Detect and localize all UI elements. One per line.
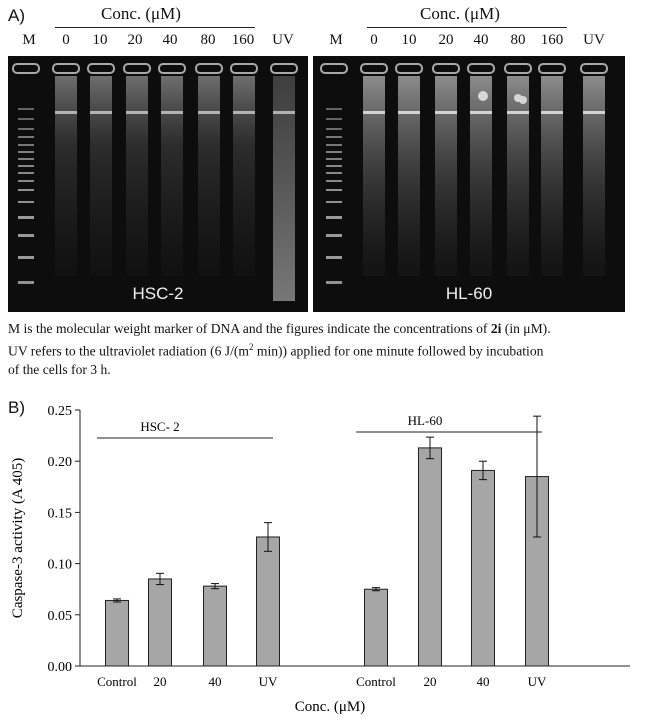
panel-a-label: A) <box>8 6 25 25</box>
caspase-bar-chart: 0.00 0.05 0.10 0.15 0.20 0.25 HSC- 2 HL-60 Con… <box>10 404 630 715</box>
caption-line-2: UV refers to the ultraviolet radiation (… <box>8 338 640 361</box>
x-tick-label: 20 <box>424 674 437 689</box>
x-tick-label: Control <box>356 674 396 689</box>
left-uv-label: UV <box>272 32 294 48</box>
x-tick-label: UV <box>528 674 547 689</box>
caption-line-3: of the cells for 3 h. <box>8 361 111 377</box>
bar <box>364 588 388 667</box>
group-label: HL-60 <box>408 413 443 428</box>
figure-caption: M is the molecular weight marker of DNA … <box>8 320 640 379</box>
caption-line-1: M is the molecular weight marker of DNA … <box>8 320 640 338</box>
gel-cell-line-hsc2: HSC-2 <box>132 284 184 303</box>
right-marker-label: M <box>329 32 343 48</box>
bar <box>471 469 495 667</box>
right-lane-label: 40 <box>473 32 489 48</box>
gel-bands-hl60 <box>320 63 608 284</box>
right-conc-header: Conc. (μM) <box>420 4 500 23</box>
right-lane-label: 160 <box>540 32 564 48</box>
left-lane-label: 80 <box>200 32 216 48</box>
bar <box>203 585 227 667</box>
x-tick-labels: Control 20 40 UV Control 20 40 UV <box>97 674 547 689</box>
right-lane-label: 10 <box>401 32 417 48</box>
left-conc-header: Conc. (μM) <box>101 4 181 23</box>
caption-text: min)) applied for one minute followed by… <box>253 343 544 359</box>
x-tick-label: Control <box>97 674 137 689</box>
x-axis-label: Conc. (μM) <box>295 699 366 715</box>
gel-cell-line-hl60: HL-60 <box>445 284 493 303</box>
left-lane-labels: M 0 10 20 40 80 160 UV <box>0 32 320 52</box>
y-tick-label: 0.20 <box>48 455 73 470</box>
panel-b-label: B) <box>8 398 25 417</box>
compound-name: 2i <box>490 321 502 336</box>
left-lane-label: 40 <box>162 32 178 48</box>
left-lane-label: 160 <box>231 32 255 48</box>
y-tick-label: 0.25 <box>48 404 73 419</box>
bar <box>418 447 442 667</box>
caption-text: UV refers to the ultraviolet radiation (… <box>8 343 249 359</box>
left-lane-label: 0 <box>62 32 70 48</box>
y-tick-label: 0.05 <box>48 609 73 624</box>
y-tick-label: 0.15 <box>48 506 73 521</box>
gel-image-hsc2: HSC-2 <box>8 56 308 312</box>
right-lane-label: 80 <box>510 32 526 48</box>
right-uv-label: UV <box>583 32 605 48</box>
left-conc-rule <box>55 27 255 28</box>
gel-image-hl60: HL-60 <box>313 56 625 312</box>
x-tick-label: 40 <box>209 674 222 689</box>
bars <box>105 415 549 667</box>
y-tick-label: 0.00 <box>48 660 73 675</box>
gel-bands-hsc2 <box>12 63 298 301</box>
caption-superscript: 2 <box>248 342 254 352</box>
y-axis-label: Caspase-3 activity (A 405) <box>10 458 26 618</box>
caption-text: (in μM). <box>501 321 551 336</box>
y-tick-label: 0.10 <box>48 558 73 573</box>
left-lane-label: 20 <box>127 32 143 48</box>
bar <box>105 599 129 667</box>
group-label: HSC- 2 <box>140 419 179 434</box>
group-brackets: HSC- 2 HL-60 <box>97 413 542 439</box>
right-lane-label: 0 <box>370 32 378 48</box>
right-lane-label: 20 <box>438 32 454 48</box>
right-lane-labels: M 0 10 20 40 80 160 UV <box>0 32 645 52</box>
left-marker-label: M <box>22 32 36 48</box>
bar <box>148 578 172 667</box>
x-tick-label: UV <box>259 674 278 689</box>
caption-text: M is the molecular weight marker of DNA … <box>8 321 491 336</box>
left-lane-label: 10 <box>92 32 108 48</box>
bar <box>256 536 280 667</box>
right-conc-rule <box>367 27 567 28</box>
x-tick-label: 40 <box>477 674 490 689</box>
x-tick-label: 20 <box>154 674 167 689</box>
